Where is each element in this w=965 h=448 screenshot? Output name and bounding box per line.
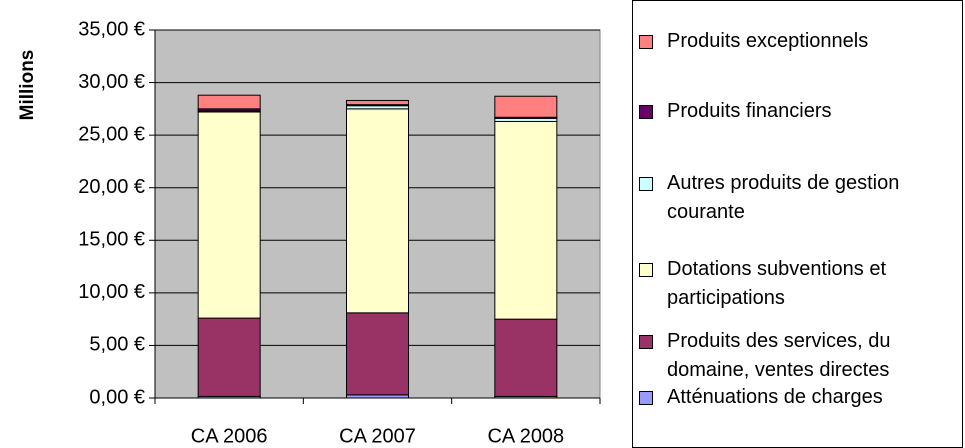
- legend: Produits exceptionnels Produits financier…: [632, 0, 963, 448]
- chart: Millions 0,00 € 5,00 € 10,00 € 15,00 € 20,00…: [17, 18, 601, 447]
- x-tick-label: CA 2008: [487, 425, 564, 447]
- legend-entry: Produits des services, du domaine, vente…: [633, 327, 953, 385]
- x-tick-label: CA 2006: [191, 425, 268, 447]
- legend-swatch: [639, 177, 653, 191]
- y-tick-label: 30,00 €: [78, 71, 145, 93]
- legend-entry: Autres produits de gestion courante: [633, 169, 953, 227]
- bar-segment: [197, 317, 261, 397]
- legend-label: Produits exceptionnels: [667, 30, 869, 52]
- legend-label: Dotations subventions et participations: [667, 258, 887, 309]
- y-tick-label: 5,00 €: [89, 334, 145, 356]
- bar-segment: [197, 94, 261, 110]
- legend-entry: Dotations subventions et participations: [633, 255, 953, 313]
- legend-entry: Produits financiers: [633, 97, 953, 126]
- legend-swatch: [639, 105, 653, 119]
- legend-label: Autres produits de gestion courante: [667, 172, 900, 223]
- legend-swatch: [639, 35, 653, 49]
- y-tick-label: 35,00 €: [78, 18, 145, 40]
- bar-segment: [346, 108, 409, 314]
- bar-segment: [494, 318, 558, 397]
- y-tick-label: 0,00 €: [89, 386, 145, 408]
- y-tick-label: 20,00 €: [78, 176, 145, 198]
- y-tick-label: 25,00 €: [78, 123, 145, 145]
- legend-swatch: [639, 335, 653, 349]
- bar-segment: [494, 95, 558, 118]
- legend-label: Produits des services, du domaine, vente…: [667, 330, 891, 381]
- bar-segment: [494, 120, 558, 320]
- legend-label: Atténuations de charges: [667, 386, 883, 408]
- legend-label: Produits financiers: [667, 100, 832, 122]
- legend-entry: Produits exceptionnels: [633, 27, 953, 56]
- legend-entry: Atténuations de charges: [633, 383, 953, 412]
- y-tick-label: 15,00 €: [78, 229, 145, 251]
- y-axis-label: Millions: [17, 50, 38, 121]
- bar-segment: [346, 99, 409, 106]
- bar-segment: [346, 312, 409, 396]
- legend-swatch: [639, 263, 653, 277]
- bar-segment: [197, 111, 261, 319]
- y-tick-label: 10,00 €: [78, 281, 145, 303]
- legend-swatch: [639, 391, 653, 405]
- x-tick-label: CA 2007: [339, 425, 416, 447]
